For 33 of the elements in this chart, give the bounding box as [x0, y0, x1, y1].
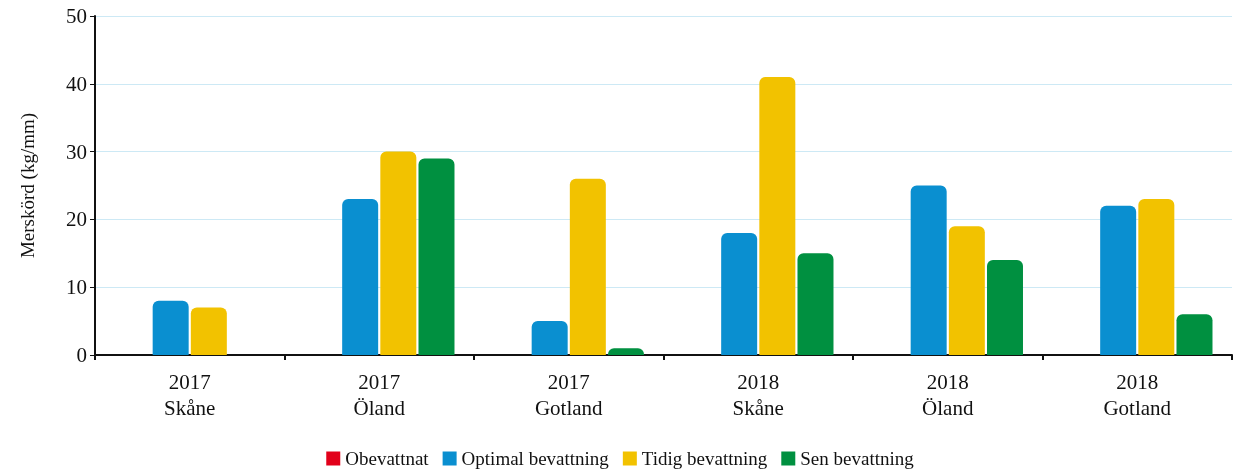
y-tick-label: 0	[76, 343, 87, 367]
bar	[531, 321, 568, 355]
y-tick-label: 40	[66, 71, 87, 96]
y-tick-label: 10	[66, 275, 87, 300]
y-tick-label: 20	[66, 207, 87, 232]
bar	[418, 158, 455, 355]
legend-label: Optimal bevattning	[461, 448, 610, 469]
y-axis-title: Merskörd (kg/mm)	[17, 112, 39, 259]
x-tick-label: 2018 Gotland	[1103, 370, 1172, 420]
bar	[190, 307, 227, 355]
y-tick-label: 30	[66, 139, 87, 164]
bar	[797, 253, 834, 355]
bar	[910, 185, 947, 355]
bar	[569, 178, 606, 355]
x-tick-label: 2017 Gotland	[534, 370, 604, 420]
bar	[342, 199, 379, 355]
bar	[948, 226, 985, 355]
legend-label: Obevattnat	[345, 448, 430, 469]
bar	[380, 151, 417, 355]
bar	[986, 260, 1023, 355]
x-tick-label: 2017 Skåne	[164, 370, 216, 420]
y-tick-label: 50	[66, 4, 87, 28]
legend-label: Sen bevattning	[800, 448, 915, 469]
bar	[152, 300, 189, 355]
x-tick-label: 2017 Öland	[353, 370, 406, 420]
bar	[721, 232, 758, 355]
bar	[1176, 314, 1213, 355]
bar	[1100, 205, 1137, 355]
x-tick-label: 2018 Öland	[922, 370, 974, 420]
bar	[759, 77, 796, 355]
legend-label: Tidig bevattning	[641, 448, 768, 469]
bar	[1138, 199, 1175, 355]
x-tick-label: 2018 Skåne	[732, 370, 784, 420]
